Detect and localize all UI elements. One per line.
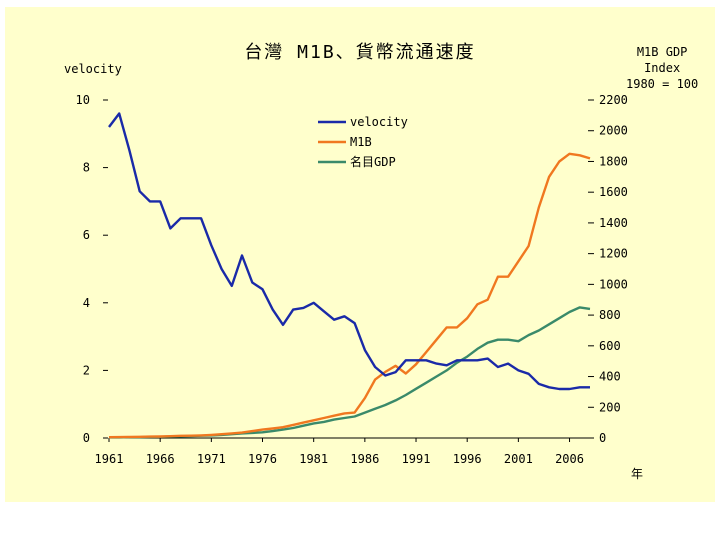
x-tick-label: 2006 [555,452,584,466]
slide-background [5,7,715,502]
series-line-m1b [108,152,591,439]
x-tick-label: 1981 [299,452,328,466]
x-tick-label: 1996 [453,452,482,466]
right-axis-label-line-1: M1B GDP [636,45,688,59]
legend-label: 名目GDP [350,154,396,169]
legend-label: velocity [350,115,408,129]
left-y-tick-label: 2 [83,363,90,377]
right-y-tick-label: 200 [599,400,621,414]
left-axis-label: velocity [64,62,122,76]
left-y-tick-label: 0 [83,431,90,445]
series-line-gdp [109,306,591,439]
right-axis-label: M1B GDP Index 1980 = 100 [626,44,698,92]
left-y-tick-label: 10 [76,93,90,107]
x-tick-label: 1976 [248,452,277,466]
right-y-tick-label: 400 [599,370,621,384]
x-tick-label: 1991 [402,452,431,466]
x-tick-label: 1966 [146,452,175,466]
right-y-tick-label: 2200 [599,93,628,107]
x-tick-label: 1961 [95,452,124,466]
chart-title: 台灣 M1B、貨幣流通速度 [244,42,476,63]
right-y-tick-label: 0 [599,431,606,445]
x-tick-label: 1986 [350,452,379,466]
x-axis-label: 年 [631,467,644,481]
legend-label: M1B [350,135,372,149]
right-y-tick-label: 1200 [599,247,628,261]
right-y-tick-label: 1400 [599,216,628,230]
left-y-tick-label: 6 [83,228,90,242]
right-y-tick-label: 1600 [599,185,628,199]
right-y-tick-label: 1800 [599,154,628,168]
right-y-tick-label: 1000 [599,277,628,291]
series-line-velocity [108,112,590,391]
right-y-tick-label: 2000 [599,124,628,138]
left-y-tick-label: 8 [83,161,90,175]
x-tick-label: 2001 [504,452,533,466]
right-y-tick-label: 800 [599,308,621,322]
right-axis-label-line-3: 1980 = 100 [626,77,699,91]
right-axis-label-line-2: Index [644,61,681,75]
x-tick-label: 1971 [197,452,226,466]
left-y-tick-label: 4 [83,296,90,310]
right-y-tick-label: 600 [599,339,621,353]
